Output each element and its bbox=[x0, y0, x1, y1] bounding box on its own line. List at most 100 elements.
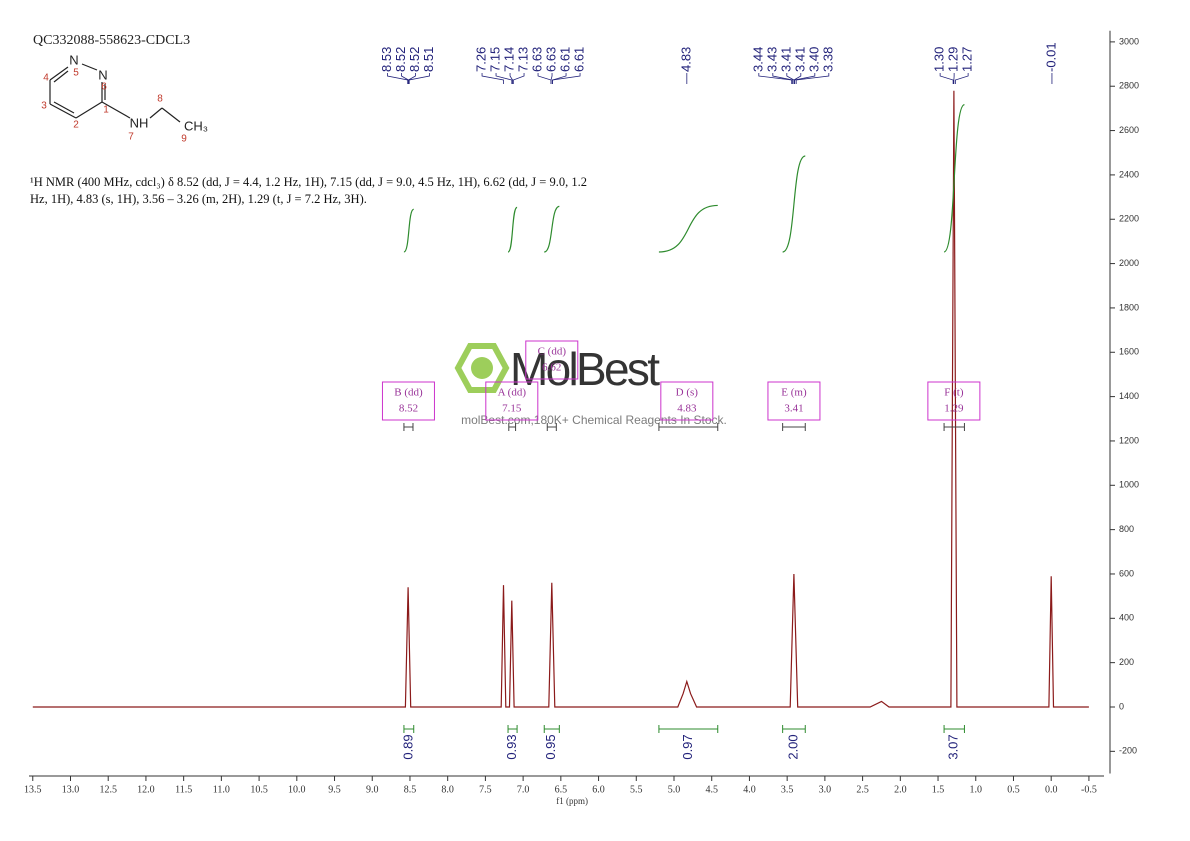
x-tick-label: 0.5 bbox=[1007, 784, 1020, 795]
peak-leader bbox=[793, 73, 802, 84]
x-tick-label: 7.0 bbox=[517, 784, 530, 795]
x-tick-label: 6.0 bbox=[592, 784, 605, 795]
x-tick-label: 13.0 bbox=[62, 784, 80, 795]
peak-leader bbox=[794, 73, 816, 84]
peak-leader bbox=[954, 73, 969, 84]
description: ¹H NMR (400 MHz, cdcl₃) δ 8.52 (dd, J = … bbox=[30, 175, 587, 206]
locant: 9 bbox=[181, 134, 187, 145]
bond bbox=[49, 66, 69, 81]
bond bbox=[49, 103, 77, 119]
peak-label: 8.53 bbox=[379, 47, 394, 72]
x-tick-label: -0.5 bbox=[1081, 784, 1097, 795]
structure bbox=[49, 63, 181, 123]
locant: 6 bbox=[101, 82, 107, 93]
x-tick-label: 11.0 bbox=[213, 784, 230, 795]
x-tick-label: 1.5 bbox=[932, 784, 945, 795]
y-tick-label: 1200 bbox=[1119, 435, 1139, 445]
y-tick-label: 200 bbox=[1119, 657, 1134, 667]
x-tick-label: 3.5 bbox=[781, 784, 794, 795]
multiplet-box bbox=[767, 381, 821, 421]
y-tick-label: 2200 bbox=[1119, 214, 1139, 224]
bond bbox=[53, 70, 69, 83]
x-tick-label: 5.0 bbox=[668, 784, 681, 795]
peak-leader bbox=[481, 73, 504, 84]
integral-curve bbox=[658, 204, 718, 253]
peak-label: 6.63 bbox=[529, 47, 544, 72]
integral-curve bbox=[507, 206, 518, 253]
atom: CH₃ bbox=[184, 118, 208, 133]
peak-label: 1.27 bbox=[960, 47, 975, 72]
peak-label: 7.13 bbox=[515, 47, 530, 72]
x-tick-label: 5.5 bbox=[630, 784, 643, 795]
x-tick-label: 8.5 bbox=[404, 784, 417, 795]
locant: 7 bbox=[128, 132, 134, 143]
peak-label: 8.52 bbox=[407, 47, 422, 72]
peak-label: 4.83 bbox=[678, 47, 693, 72]
y-tick-label: 400 bbox=[1119, 613, 1134, 623]
multiplet-box bbox=[927, 381, 981, 421]
integral-label: 0.97 bbox=[680, 734, 695, 759]
multiplet-shift: 6.62 bbox=[542, 362, 561, 374]
y-tick-label: 2400 bbox=[1119, 169, 1139, 179]
chart-title: QC332088-558623-CDCL3 bbox=[33, 33, 190, 48]
peak-label: 1.30 bbox=[932, 47, 947, 72]
peak-label: 6.63 bbox=[543, 47, 558, 72]
bond bbox=[53, 101, 75, 114]
multiplet-range bbox=[403, 423, 414, 431]
x-tick-label: 4.0 bbox=[743, 784, 756, 795]
integral-label: 0.93 bbox=[504, 734, 519, 759]
logo bbox=[454, 343, 510, 393]
atom: NH bbox=[130, 115, 149, 130]
x-tick-label: 11.5 bbox=[175, 784, 192, 795]
y-tick-label: 2800 bbox=[1119, 81, 1139, 91]
brand: MolBest bbox=[510, 343, 660, 395]
x-tick-label: 7.5 bbox=[479, 784, 492, 795]
peak-leader bbox=[408, 73, 416, 84]
x-tick-label: 12.0 bbox=[137, 784, 155, 795]
locant: 3 bbox=[41, 101, 47, 112]
locant: 2 bbox=[73, 120, 79, 131]
x-tick-label: 9.5 bbox=[328, 784, 341, 795]
x-tick-label: 10.0 bbox=[288, 784, 306, 795]
y-tick-label: 3000 bbox=[1119, 36, 1139, 46]
atom-labels: N N NH CH₃ bbox=[69, 52, 208, 133]
locant: 5 bbox=[73, 68, 79, 79]
peak-label: -0.01 bbox=[1043, 42, 1058, 72]
watermark: MolBest molBest.com,180K+ Chemical Reage… bbox=[454, 343, 727, 427]
logo bbox=[471, 357, 493, 379]
peak-label: 8.52 bbox=[393, 47, 408, 72]
peak-label: 1.29 bbox=[946, 47, 961, 72]
peak-label: 3.40 bbox=[806, 47, 821, 72]
peak-label: 7.15 bbox=[487, 47, 502, 72]
multiplet-label: D (s) bbox=[676, 387, 699, 399]
peak-leader bbox=[387, 73, 409, 84]
multiplet-box bbox=[525, 340, 579, 380]
peak-leader bbox=[495, 73, 513, 84]
y-tick-label: 1600 bbox=[1119, 347, 1139, 357]
peak-leader bbox=[786, 73, 795, 84]
x-tick-label: 10.5 bbox=[250, 784, 268, 795]
multiplet-label: F (t) bbox=[944, 387, 964, 399]
integral-curve bbox=[943, 104, 966, 253]
peak-leader bbox=[537, 73, 552, 84]
y-tick-label: 1400 bbox=[1119, 391, 1139, 401]
multiplet-box bbox=[660, 381, 714, 421]
integral-label: 3.07 bbox=[946, 734, 961, 759]
integral-bracket bbox=[658, 725, 719, 733]
integral-bracket bbox=[403, 725, 415, 733]
integral-bracket bbox=[782, 725, 806, 733]
x-tick-label: 9.0 bbox=[366, 784, 379, 795]
locant: 8 bbox=[157, 94, 163, 105]
multiplet-range bbox=[546, 423, 557, 431]
peak-leader bbox=[552, 73, 581, 84]
integral-label: 0.95 bbox=[543, 734, 558, 759]
x-tick-label: 12.5 bbox=[99, 784, 117, 795]
spectrum bbox=[32, 90, 1089, 708]
y-tick-label: 2600 bbox=[1119, 125, 1139, 135]
multiplet-label: E (m) bbox=[781, 387, 807, 399]
integral-label: 2.00 bbox=[785, 734, 800, 759]
multiplet-range bbox=[508, 423, 517, 431]
peak-leader bbox=[758, 73, 793, 84]
peak-label: 3.44 bbox=[750, 47, 765, 72]
peak-leader bbox=[550, 73, 553, 84]
